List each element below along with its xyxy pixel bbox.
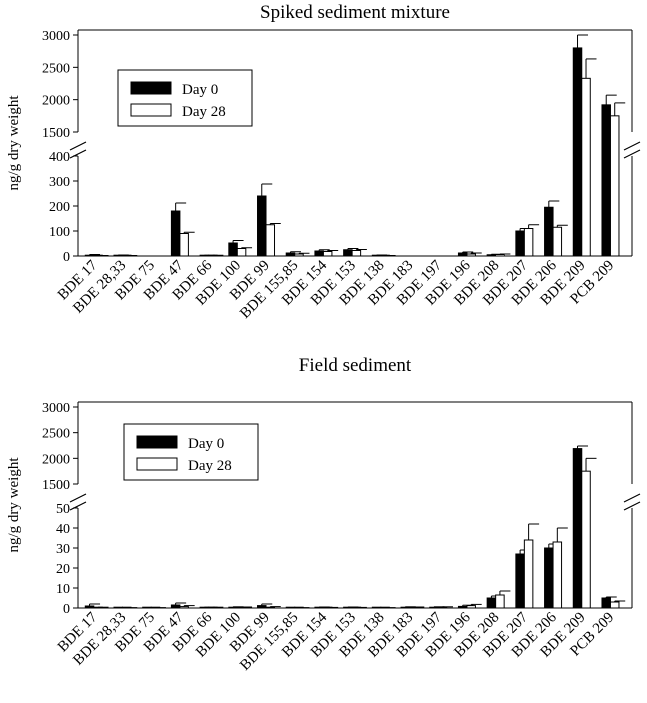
bar-day0 xyxy=(572,448,583,609)
y-tick-label: 0 xyxy=(63,602,70,617)
bar-day28 xyxy=(179,233,189,257)
y-tick-label: 20 xyxy=(56,562,70,577)
y-tick-label: 3000 xyxy=(42,401,70,416)
bar-day0 xyxy=(285,252,296,257)
bar-day0 xyxy=(515,553,525,609)
bar-day0 xyxy=(257,605,267,609)
bar-day0 xyxy=(486,254,497,257)
bar-day28 xyxy=(265,224,276,257)
bar-day0 xyxy=(257,195,267,257)
legend-swatch-day0 xyxy=(130,81,172,95)
bar-day0 xyxy=(228,606,238,609)
bar-day28 xyxy=(609,601,620,609)
axis-break-mark xyxy=(69,141,87,151)
bar-day28 xyxy=(466,253,476,257)
legend-swatch-day28 xyxy=(136,457,178,471)
axis-break-mark xyxy=(623,493,641,503)
bar-day28 xyxy=(466,605,476,609)
bar-day28 xyxy=(552,541,563,609)
y-tick-label: 100 xyxy=(49,225,70,240)
legend-swatch-day0 xyxy=(136,435,178,449)
y-tick-label: 3000 xyxy=(42,29,70,44)
y-tick-label: 300 xyxy=(49,175,70,190)
axis-break-mark xyxy=(623,501,641,511)
bar-day28 xyxy=(179,606,189,609)
chart-title: Spiked sediment mixture xyxy=(260,2,450,23)
y-tick-label: 2000 xyxy=(42,452,70,467)
bar-day28 xyxy=(581,77,591,257)
y-tick-label: 40 xyxy=(56,522,70,537)
chart-spiked-sediment: Spiked sediment mixture ng/g dry weight 0 1… xyxy=(6,2,641,322)
y-tick-label: 2500 xyxy=(42,427,70,442)
bar-day28 xyxy=(495,254,505,257)
legend-label: Day 0 xyxy=(182,82,218,98)
legend-box xyxy=(123,423,259,481)
legend-label: Day 28 xyxy=(188,458,232,474)
bar-day0 xyxy=(601,597,611,609)
bar-day28 xyxy=(437,606,448,609)
y-tick-label: 50 xyxy=(56,502,70,517)
bar-day0 xyxy=(314,250,324,257)
bar-day0 xyxy=(515,230,525,257)
chart-field-sediment: Field sediment ng/g dry weight 0 10 20 30 40 50… xyxy=(6,355,641,674)
axis-break-mark xyxy=(623,149,641,159)
bar-day0 xyxy=(544,206,554,257)
y-tick-label: 10 xyxy=(56,582,70,597)
bar-day28 xyxy=(581,470,591,609)
bar-day28 xyxy=(236,248,247,257)
legend-box xyxy=(117,69,253,127)
legend-swatch-day28 xyxy=(130,103,172,117)
y-axis-label: ng/g dry weight xyxy=(6,95,22,191)
bar-day28 xyxy=(552,226,563,257)
y-tick-label: 0 xyxy=(63,250,70,265)
y-tick-label: 200 xyxy=(49,200,70,215)
bar-day0 xyxy=(572,47,583,257)
y-tick-label: 1500 xyxy=(42,126,70,141)
axis-break-mark xyxy=(69,501,87,511)
chart-title: Field sediment xyxy=(299,355,412,376)
bar-day0 xyxy=(170,210,181,257)
bar-day28 xyxy=(523,539,534,609)
bar-day0 xyxy=(601,104,611,257)
bar-day0 xyxy=(228,242,238,257)
legend-label: Day 0 xyxy=(188,436,224,452)
y-tick-label: 2000 xyxy=(42,94,70,109)
bar-day28 xyxy=(294,253,304,257)
bar-day0 xyxy=(457,605,468,609)
bar-day28 xyxy=(495,594,505,609)
bar-day0 xyxy=(84,254,95,257)
y-tick-label: 1500 xyxy=(42,478,70,493)
bar-day0 xyxy=(457,252,468,257)
axis-break-mark xyxy=(623,141,641,151)
legend-label: Day 28 xyxy=(182,104,226,120)
y-tick-label: 400 xyxy=(49,150,70,165)
axis-break-mark xyxy=(69,149,87,159)
y-tick-label: 30 xyxy=(56,542,70,557)
bar-day0 xyxy=(343,249,353,257)
bar-day0 xyxy=(429,606,439,609)
y-tick-label: 2500 xyxy=(42,61,70,76)
bar-day28 xyxy=(609,115,620,257)
bar-day0 xyxy=(170,604,181,609)
bar-day28 xyxy=(265,606,276,609)
y-axis-label: ng/g dry weight xyxy=(6,457,22,553)
bar-day28 xyxy=(322,251,333,257)
bar-day28 xyxy=(351,250,362,257)
axis-break-mark xyxy=(69,493,87,503)
bar-day28 xyxy=(523,228,534,257)
bar-day0 xyxy=(84,605,95,609)
bar-day0 xyxy=(400,606,411,609)
bar-day0 xyxy=(486,597,497,609)
bar-day0 xyxy=(544,547,554,609)
